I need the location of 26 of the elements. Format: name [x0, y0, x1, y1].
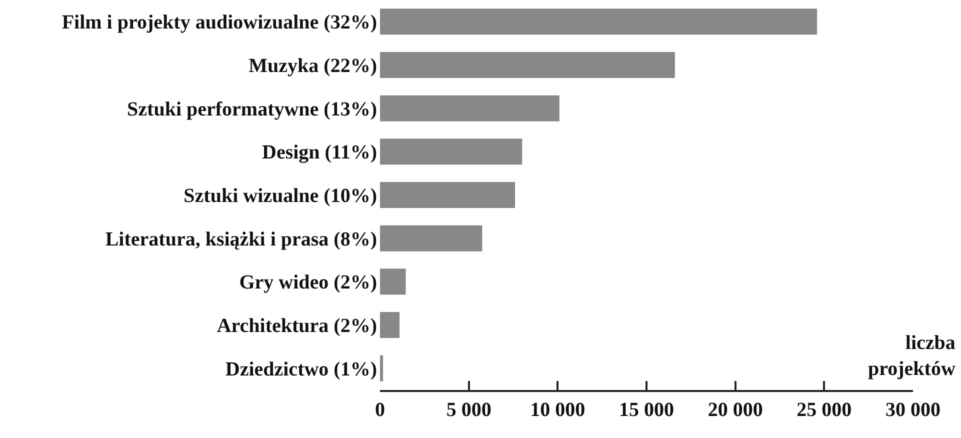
y-tick-label: Design (11%)	[262, 142, 377, 164]
y-tick-label: Architektura (2%)	[216, 315, 377, 337]
x-tick-label: 30 000	[886, 399, 940, 421]
y-tick-label: Film i projekty audiowizualne (32%)	[62, 12, 377, 34]
bar	[380, 312, 400, 338]
y-tick-label: Sztuki wizualne (10%)	[184, 185, 377, 207]
x-tick-label: 10 000	[530, 399, 586, 421]
y-tick-label: Sztuki performatywne (13%)	[127, 98, 377, 120]
x-tick-label: 20 000	[708, 399, 763, 421]
y-tick-label: Gry wideo (2%)	[239, 272, 377, 294]
bar	[380, 268, 406, 295]
bar	[380, 8, 818, 35]
bar	[380, 52, 675, 78]
bar	[380, 138, 522, 165]
bar	[380, 182, 516, 208]
y-tick-label: Dziedzictwo (1%)	[225, 358, 377, 380]
bar	[380, 355, 384, 382]
x-tick-label: 5 000	[446, 399, 492, 421]
x-tick-label: 25 000	[796, 399, 852, 421]
y-tick-label: Muzyka (22%)	[248, 55, 377, 77]
bar	[380, 225, 482, 252]
x-tick-label: 15 000	[619, 399, 674, 421]
y-tick-label: Literatura, książki i prasa (8%)	[105, 228, 377, 250]
bar	[380, 95, 560, 122]
x-tick-label: 0	[375, 399, 385, 421]
x-axis-title: liczba projektów	[868, 332, 956, 380]
